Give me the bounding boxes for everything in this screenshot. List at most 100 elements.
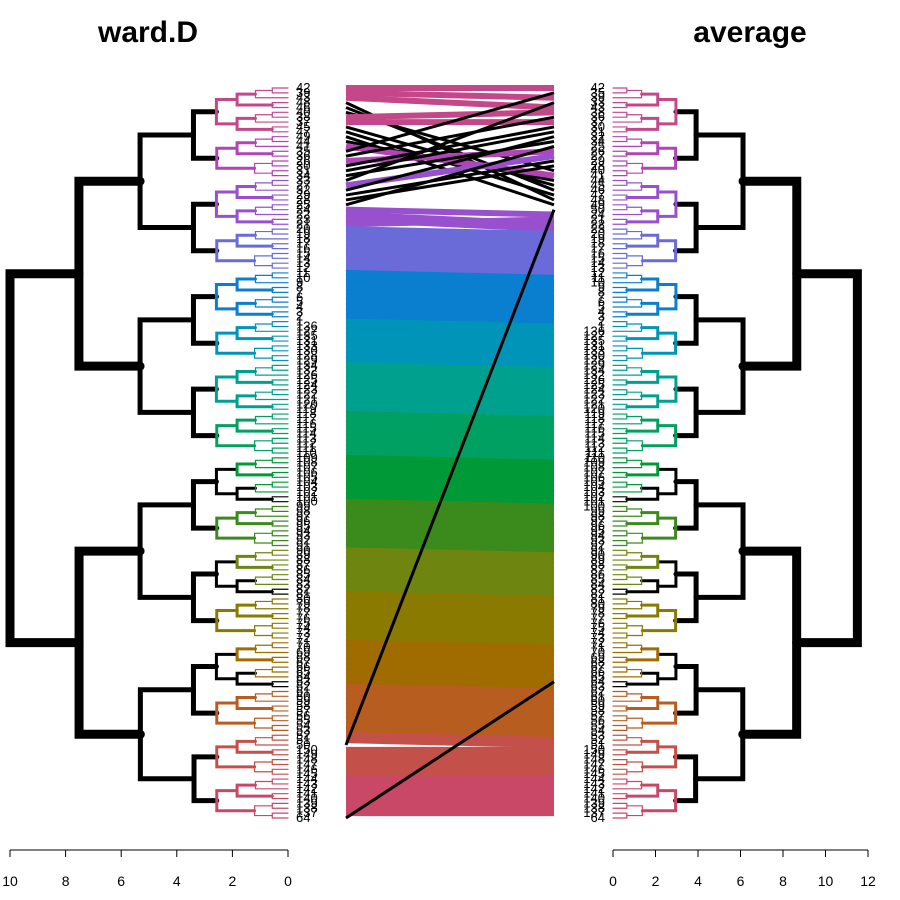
left-leaf-label: 39 <box>296 85 310 100</box>
dendrogram-branch <box>271 598 289 605</box>
left-leaf-label: 49 <box>296 129 310 144</box>
dendrogram-branch <box>612 576 643 585</box>
dendrogram-branch <box>137 502 196 600</box>
right-leaf-label: 149 <box>583 747 605 762</box>
right-leaf-label: 140 <box>583 791 605 806</box>
left-leaf-label: 3 <box>296 304 303 319</box>
right-leaf-label: 28 <box>591 158 605 173</box>
dendrogram-branch <box>254 625 273 637</box>
left-leaf-label: 45 <box>296 119 310 134</box>
right-leaf-label: 48 <box>591 192 605 207</box>
dendrogram-branch <box>74 546 145 739</box>
connector-line <box>345 634 555 646</box>
right-leaf-label: 32 <box>591 129 605 144</box>
dendrogram-branch <box>656 190 678 218</box>
dendrogram-branch <box>271 102 289 109</box>
right-leaf-label: 8 <box>598 284 605 299</box>
left-leaf-label: 74 <box>296 620 310 635</box>
dendrogram-branch <box>271 656 289 663</box>
dendrogram-branch <box>612 656 628 663</box>
connector-line <box>345 620 555 632</box>
left-leaf-label: 63 <box>296 674 310 689</box>
right-height-axis: 0 2 4 6 8 10 12 <box>609 849 876 889</box>
left-leaf-label: 61 <box>296 683 310 698</box>
dendrogram-branch <box>235 92 274 107</box>
right-leaf-label: 74 <box>591 625 605 640</box>
left-leaf-label: 16 <box>296 241 310 256</box>
left-leaf-label: 86 <box>296 562 310 577</box>
right-leaf-label: 121 <box>583 396 605 411</box>
left-leaf-label: 108 <box>296 455 318 470</box>
right-leaf-label: 129 <box>583 357 605 372</box>
left-leaf-label: 13 <box>296 255 310 270</box>
right-leaf-label: 59 <box>591 698 605 713</box>
dendrogram-branch <box>271 355 289 362</box>
dendrogram-branch <box>612 114 643 123</box>
dendrogram-branch <box>215 331 257 355</box>
dendrogram-branch <box>271 705 289 712</box>
left-height-axis: 10 8 6 4 2 0 <box>2 849 292 889</box>
dendrogram-branch <box>612 481 628 488</box>
dendrogram-branch <box>235 739 274 754</box>
right-leaf-label: 82 <box>591 586 605 601</box>
dendrogram-branch <box>612 644 643 654</box>
dendrogram-branch <box>190 201 220 254</box>
left-leaf-label: 106 <box>296 464 318 479</box>
left-leaf-label: 56 <box>296 708 310 723</box>
left-leaf-label: 1 <box>296 314 303 329</box>
dendrogram-branch <box>271 126 289 133</box>
dendrogram-branch <box>673 294 699 346</box>
dendrogram-branch <box>215 609 257 633</box>
connector-line <box>345 703 555 714</box>
dendrogram-branch <box>271 150 289 157</box>
right-leaf-label: 22 <box>591 216 605 231</box>
connector-line <box>345 130 555 173</box>
dendrogram-branch <box>612 520 628 527</box>
dendrogram-branch <box>254 717 273 729</box>
left-leaf-label: 125 <box>296 372 318 387</box>
left-leaf-label: 40 <box>296 104 310 119</box>
dendrogram-branch <box>214 98 239 126</box>
connector-line <box>345 391 555 403</box>
dendrogram-branch <box>271 802 289 809</box>
left-leaf-label: 115 <box>296 421 317 436</box>
left-leaf-label: 29 <box>296 187 310 202</box>
dendrogram-branch <box>271 588 289 595</box>
dendrogram-branch <box>271 194 289 201</box>
dendrogram-branch <box>612 102 628 109</box>
left-leaf-label: 92 <box>296 533 310 548</box>
dendrogram-branch <box>271 793 289 800</box>
right-leaf-label: 16 <box>591 245 605 260</box>
connector-line <box>345 415 555 427</box>
dendrogram-branch <box>612 323 643 332</box>
left-leaf-label: 117 <box>296 411 317 426</box>
left-leaf-label: 30 <box>296 158 310 173</box>
dendrogram-branch <box>254 644 289 654</box>
dendrogram-branch <box>612 272 628 279</box>
left-leaf-label: 38 <box>296 109 310 124</box>
dendrogram-branch <box>612 632 628 639</box>
right-leaf-label: 91 <box>591 542 605 557</box>
left-leaf-label: 78 <box>296 601 310 616</box>
right-leaf-label: 109 <box>583 455 605 470</box>
left-leaf-label: 90 <box>296 542 310 557</box>
left-leaf-label: 35 <box>296 143 310 158</box>
connector-line <box>345 279 555 291</box>
left-leaf-label: 138 <box>296 800 318 815</box>
right-leaf-label: 128 <box>583 353 605 368</box>
dendrogram-branch <box>612 179 628 186</box>
left-leaf-label: 43 <box>296 90 310 105</box>
dendrogram-branch <box>271 549 289 556</box>
left-leaf-label: 99 <box>296 499 310 514</box>
dendrogram-branch <box>612 598 628 605</box>
dendrogram-branch <box>235 486 274 501</box>
right-leaf-label: 26 <box>591 143 605 158</box>
left-leaf-label: 33 <box>296 172 310 187</box>
connector-line <box>345 240 555 252</box>
dendrogram-branch <box>612 136 628 143</box>
left-leaf-label: 89 <box>296 547 310 562</box>
right-leaf-label: 70 <box>591 645 605 660</box>
right-leaf-label: 52 <box>591 732 605 747</box>
dendrogram-branch <box>254 182 289 191</box>
right-leaf-label: 37 <box>591 114 605 129</box>
